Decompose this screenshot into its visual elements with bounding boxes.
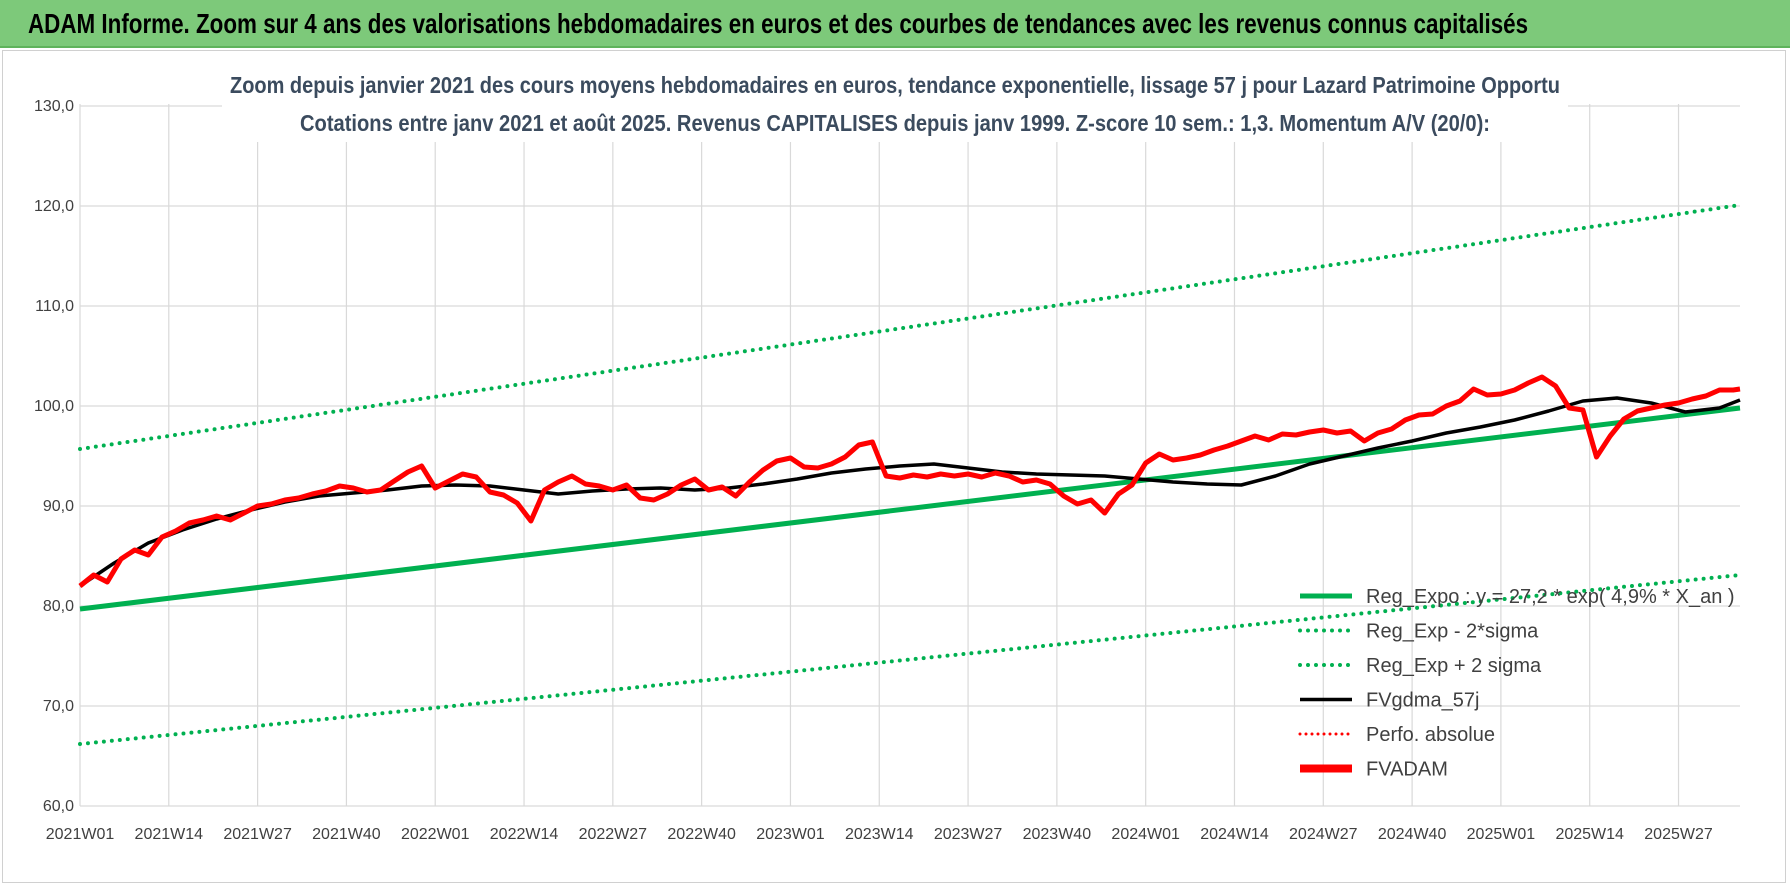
x-tick-label: 2024W14 (1200, 826, 1269, 843)
series-fvadam (78, 374, 1741, 588)
x-tick-label: 2021W27 (223, 826, 292, 843)
report-title: ADAM Informe. Zoom sur 4 ans des valoris… (28, 8, 1529, 39)
x-tick-label: 2022W01 (401, 826, 470, 843)
y-tick-label: 90,0 (43, 498, 74, 515)
series-fvgdma-57j (79, 396, 1741, 588)
x-tick-label: 2021W40 (312, 826, 381, 843)
grid-layer (79, 104, 1740, 807)
y-tick-label: 100,0 (34, 398, 74, 415)
x-tick-label: 2023W14 (845, 826, 914, 843)
series-reg-exp-minus-2-sigma (78, 573, 1742, 746)
x-tick-label: 2025W14 (1555, 826, 1624, 843)
y-tick-label: 80,0 (43, 598, 74, 615)
legend: Reg_Expo : y = 27,2 * exp( 4,9% * X_an )… (1298, 586, 1735, 781)
chart-title-line-2: Cotations entre janv 2021 et août 2025. … (300, 110, 1490, 136)
x-tick-label: 2022W27 (579, 826, 648, 843)
x-tick-label: 2023W01 (756, 826, 825, 843)
legend-label: FVADAM (1366, 759, 1448, 781)
x-tick-label: 2023W40 (1023, 826, 1092, 843)
y-tick-label: 70,0 (43, 698, 74, 715)
series-layer (78, 203, 1742, 746)
y-tick-label: 60,0 (43, 798, 74, 815)
chart-container (2, 50, 1786, 883)
legend-label: Reg_Exp - 2*sigma (1366, 621, 1539, 643)
legend-label: Perfo. absolue (1366, 724, 1495, 746)
chart-title-line-1: Zoom depuis janvier 2021 des cours moyen… (230, 72, 1560, 98)
y-tick-label: 110,0 (35, 298, 74, 315)
report-banner: ADAM Informe. Zoom sur 4 ans des valoris… (0, 0, 1790, 48)
y-tick-label: 130,0 (34, 98, 74, 115)
x-axis: 2021W01 2021W14 2021W27 2021W40 2022W01 2022W… (46, 826, 1713, 843)
legend-label: FVgdma_57j (1366, 690, 1479, 712)
y-axis: 130,0 120,0 110,0 100,0 90,0 80,0 70,0 60,0 (34, 98, 74, 815)
x-tick-label: 2024W27 (1289, 826, 1358, 843)
x-tick-label: 2021W14 (135, 826, 204, 843)
series-reg-exp-plus-2-sigma (78, 203, 1742, 451)
x-tick-label: 2023W27 (934, 826, 1003, 843)
x-tick-label: 2025W01 (1467, 826, 1536, 843)
x-tick-label: 2025W27 (1644, 826, 1713, 843)
series-reg-expo (79, 405, 1741, 612)
legend-label: Reg_Expo : y = 27,2 * exp( 4,9% * X_an ) (1366, 586, 1735, 608)
legend-label: Reg_Exp + 2 sigma (1366, 655, 1542, 677)
x-tick-label: 2022W40 (667, 826, 736, 843)
x-tick-label: 2024W40 (1378, 826, 1447, 843)
chart-title-bg (222, 64, 1568, 142)
y-tick-label: 120,0 (34, 198, 74, 215)
x-tick-label: 2022W14 (490, 826, 559, 843)
x-tick-label: 2024W01 (1111, 826, 1180, 843)
x-tick-label: 2021W01 (46, 826, 115, 843)
